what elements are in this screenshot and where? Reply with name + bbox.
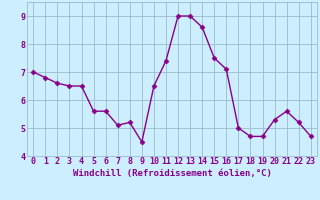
- X-axis label: Windchill (Refroidissement éolien,°C): Windchill (Refroidissement éolien,°C): [73, 169, 271, 178]
